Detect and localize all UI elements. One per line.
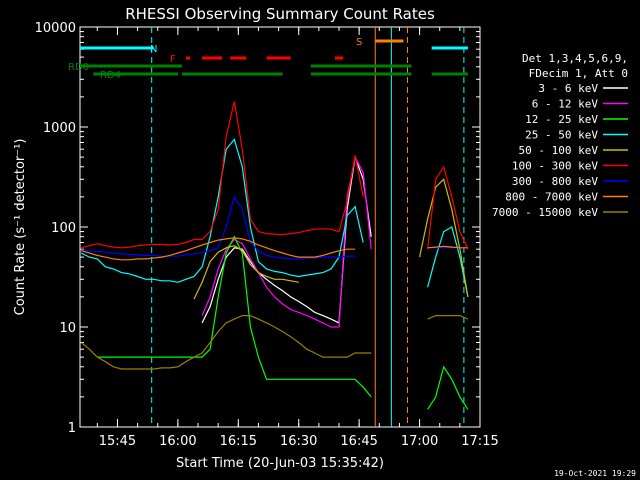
x-tick-label: 16:00 — [159, 434, 196, 449]
state-flags: N F S RD0 RD4 — [68, 37, 468, 81]
state-flag-label: S — [356, 37, 362, 48]
state-flag-label: RD4 — [100, 70, 121, 81]
x-tick-label: 16:30 — [280, 434, 317, 449]
legend-label: 3 - 6 keV — [538, 82, 598, 95]
series-line — [97, 235, 372, 398]
y-axis-label: Count Rate (s⁻¹ detector⁻¹) — [13, 139, 28, 316]
y-tick-label: 1000 — [43, 121, 76, 136]
legend-label: 800 - 7000 keV — [505, 191, 598, 204]
legend-label: 100 - 300 keV — [512, 160, 598, 173]
time-markers — [151, 27, 465, 427]
series-line — [201, 155, 372, 328]
y-tick-label: 100 — [51, 221, 76, 236]
x-tick-label: 15:45 — [99, 434, 136, 449]
legend-label: 6 - 12 keV — [532, 98, 599, 111]
x-axis-label: Start Time (20-Jun-03 15:35:42) — [176, 456, 384, 471]
legend-label: 12 - 25 keV — [525, 113, 598, 126]
series-line — [427, 365, 469, 410]
y-tick-label: 1 — [68, 421, 76, 436]
legend: Det 1,3,4,5,6,9, FDecim 1, Att 0 3 - 6 k… — [492, 52, 628, 219]
y-axis-ticks: 1 10 100 1000 10000 — [35, 21, 480, 436]
x-tick-label: 16:45 — [340, 434, 377, 449]
series-line — [427, 245, 468, 249]
series-lines — [80, 101, 469, 410]
series-line — [80, 315, 372, 370]
x-axis-ticks: 15:45 16:00 16:15 16:30 16:45 17:00 17:15 — [96, 27, 499, 449]
y-tick-label: 10000 — [35, 21, 76, 36]
series-line — [419, 178, 469, 297]
legend-items: 3 - 6 keV 6 - 12 keV 12 - 25 keV 25 - 50 ke… — [492, 82, 628, 219]
series-line — [81, 237, 356, 261]
series-line — [193, 245, 299, 300]
legend-label: 25 - 50 keV — [525, 129, 598, 142]
plot-frame — [79, 26, 481, 428]
state-flag-label: RD0 — [68, 62, 89, 73]
x-tick-label: 16:15 — [220, 434, 257, 449]
legend-label: 50 - 100 keV — [519, 144, 599, 157]
series-line — [427, 165, 469, 250]
x-tick-label: 17:00 — [401, 434, 438, 449]
legend-label: 7000 - 15000 keV — [492, 206, 598, 219]
series-line — [81, 101, 364, 249]
series-line — [80, 138, 364, 283]
footer-date: 19-Oct-2021 19:29 — [554, 469, 636, 478]
series-line — [201, 156, 372, 324]
y-tick-label: 10 — [59, 321, 76, 336]
x-tick-label: 17:15 — [461, 434, 498, 449]
series-line — [427, 226, 469, 298]
state-flag-label: N — [150, 44, 157, 55]
legend-header-line-1: Det 1,3,4,5,6,9, — [522, 52, 628, 65]
series-line — [427, 315, 469, 320]
legend-header-line-2: FDecim 1, Att 0 — [529, 67, 628, 80]
chart-title: RHESSI Observing Summary Count Rates — [125, 5, 435, 23]
plot-frame-border — [79, 26, 481, 428]
series-line — [81, 195, 356, 260]
legend-label: 300 - 800 keV — [512, 175, 598, 188]
state-flag-label: F — [170, 54, 176, 65]
